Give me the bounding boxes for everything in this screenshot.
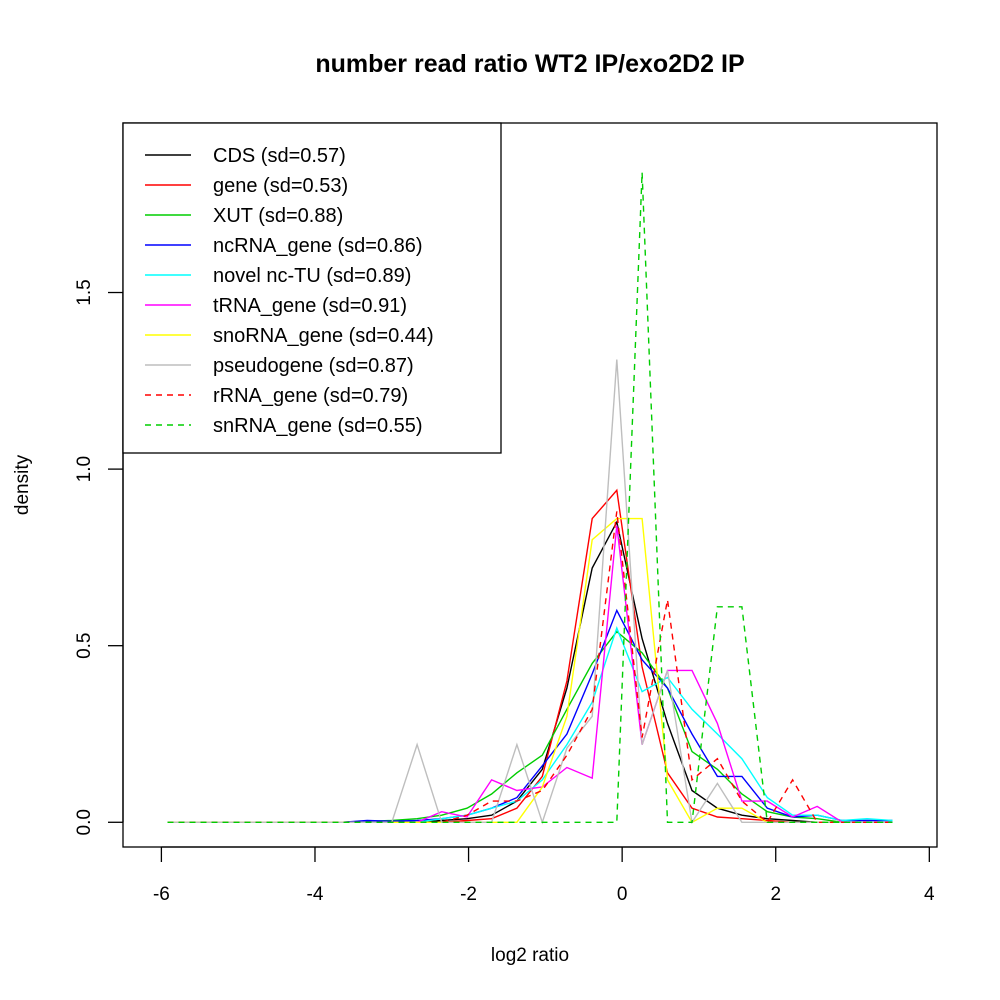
legend-label: snRNA_gene (sd=0.55) [213,415,423,437]
x-axis: -6 -4 -2 0 2 4 [153,846,935,905]
x-tick-label: -2 [460,884,477,905]
series-line-0 [167,520,893,823]
legend-label: tRNA_gene (sd=0.91) [213,295,407,317]
y-tick-label: 0.5 [74,632,95,658]
legend-label: snoRNA_gene (sd=0.44) [213,325,434,347]
x-tick-label: 0 [617,884,628,905]
legend-label: CDS (sd=0.57) [213,145,346,167]
series-line-1 [167,488,893,823]
series-layer [167,172,893,825]
series-line-5 [167,525,893,823]
y-tick-label: 1.5 [74,279,95,305]
legend-label: rRNA_gene (sd=0.79) [213,385,408,407]
legend-label: XUT (sd=0.88) [213,205,343,227]
x-tick-label: 2 [770,884,781,905]
y-axis-label: density [12,454,33,515]
y-tick-label: 1.0 [74,456,95,482]
series-line-6 [167,517,893,824]
x-axis-label: log2 ratio [491,945,569,966]
series-line-9 [167,172,893,823]
y-axis: 0.0 0.5 1.0 1.5 [74,279,124,835]
x-tick-label: -4 [307,884,324,905]
legend-box [122,122,502,454]
legend-label: gene (sd=0.53) [213,175,348,197]
legend-label: ncRNA_gene (sd=0.86) [213,235,423,257]
legend: CDS (sd=0.57) gene (sd=0.53) XUT (sd=0.88)… [122,122,502,454]
y-tick-label: 0.0 [74,809,95,835]
series-line-4 [167,625,893,823]
series-line-2 [167,630,893,823]
legend-label: pseudogene (sd=0.87) [213,355,414,377]
x-tick-label: 4 [924,884,935,905]
x-tick-label: -6 [153,884,170,905]
legend-label: novel nc-TU (sd=0.89) [213,265,411,287]
series-line-8 [167,511,893,824]
chart-title: number read ratio WT2 IP/exo2D2 IP [315,50,744,78]
